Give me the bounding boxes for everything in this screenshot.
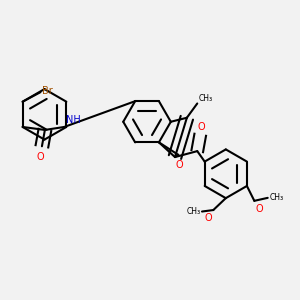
Text: O: O [198,122,206,132]
Text: CH₃: CH₃ [186,207,200,216]
Text: O: O [255,204,263,214]
Text: O: O [204,213,212,223]
Text: CH₃: CH₃ [269,194,283,202]
Text: CH₃: CH₃ [199,94,213,103]
Text: O: O [37,152,44,162]
Text: NH: NH [66,116,80,125]
Text: O: O [175,160,183,170]
Text: Br: Br [42,86,53,96]
